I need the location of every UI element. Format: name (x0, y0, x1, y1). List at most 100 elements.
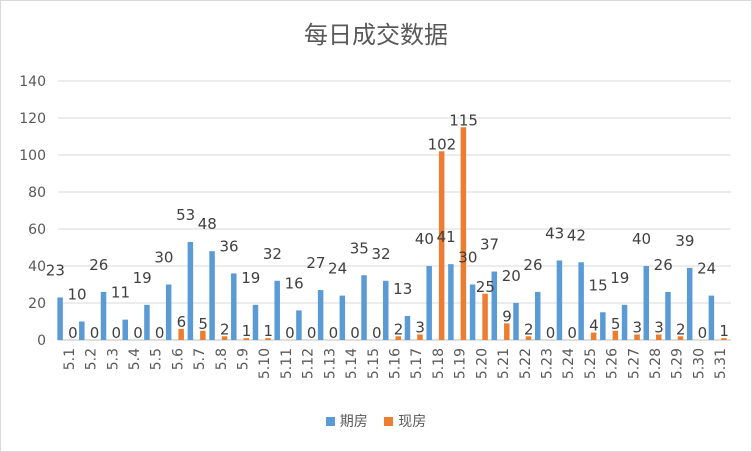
bar-series-1 (556, 260, 563, 340)
data-label: 40 (632, 230, 651, 248)
data-label: 19 (610, 269, 629, 287)
data-label: 0 (350, 324, 360, 342)
data-label: 23 (46, 261, 65, 279)
bar-series-1 (296, 310, 302, 340)
bar-series-2 (482, 293, 488, 340)
bar-series-1 (144, 304, 150, 340)
bar-series-1 (513, 303, 519, 340)
x-tick-label: 5.3 (105, 348, 121, 370)
data-label: 0 (698, 324, 708, 342)
data-label: 39 (675, 232, 694, 250)
x-tick-label: 5.30 (691, 348, 707, 379)
x-tick-label: 5.16 (388, 348, 404, 379)
bar-series-2 (221, 336, 228, 340)
x-tick-label: 5.26 (605, 348, 621, 379)
legend-label: 现房 (398, 414, 427, 430)
bar-series-1 (100, 291, 107, 340)
bar-series-2 (243, 338, 250, 340)
bar-series-1 (426, 266, 432, 340)
bar-series-1 (339, 295, 346, 340)
bar-series-1 (187, 241, 194, 340)
data-label: 41 (437, 228, 456, 246)
bar-series-2 (721, 338, 727, 340)
y-tick-label: 40 (28, 259, 46, 275)
bar-series-1 (686, 267, 693, 340)
bar-series-2 (656, 334, 662, 340)
bar-series-1 (383, 280, 389, 340)
data-label: 102 (428, 135, 457, 153)
legend-swatch (384, 416, 394, 426)
chart-title: 每日成交数据 (304, 21, 448, 49)
data-label: 6 (177, 313, 187, 331)
x-tick-label: 5.17 (409, 348, 425, 379)
data-label: 10 (68, 286, 87, 304)
data-label: 0 (112, 324, 122, 342)
bar-series-1 (79, 321, 85, 340)
bar-series-2 (178, 328, 184, 340)
data-labels: 2301002601101903065354823611913201602702… (46, 111, 729, 342)
data-label: 3 (654, 318, 664, 336)
data-label: 43 (545, 224, 564, 242)
data-label: 2 (394, 320, 404, 338)
y-tick-label: 60 (28, 222, 46, 238)
bar-series-1 (448, 264, 454, 340)
bar-series-1 (708, 295, 715, 340)
y-tick-label: 140 (19, 74, 46, 90)
data-label: 1 (719, 322, 729, 340)
data-label: 19 (241, 269, 260, 287)
y-tick-label: 120 (19, 111, 46, 127)
x-tick-label: 5.11 (279, 348, 295, 379)
data-label: 20 (502, 267, 521, 285)
bar-series-1 (317, 290, 324, 340)
data-label: 24 (697, 260, 716, 278)
x-tick-label: 5.20 (474, 348, 490, 379)
x-tick-label: 5.23 (539, 348, 555, 379)
data-label: 11 (111, 284, 130, 302)
data-label: 1 (242, 322, 252, 340)
bar-series-1 (361, 275, 367, 340)
x-tick-label: 5.19 (453, 348, 469, 379)
data-label: 0 (285, 324, 295, 342)
legend-item-series-1: 期房 (325, 411, 368, 431)
x-tick-label: 5.29 (670, 348, 686, 379)
data-label: 35 (350, 239, 369, 257)
bar-series-2 (504, 323, 510, 340)
x-tick-label: 5.27 (626, 348, 642, 379)
data-label: 4 (589, 317, 599, 335)
bar-series-1 (165, 284, 172, 340)
data-label: 3 (633, 318, 643, 336)
x-tick-label: 5.21 (496, 348, 512, 379)
bar-series-2 (395, 336, 401, 340)
bar-series-1 (274, 280, 280, 340)
bar-series-1 (643, 266, 650, 340)
data-label: 19 (133, 269, 152, 287)
data-label: 42 (567, 226, 586, 244)
data-label: 0 (329, 324, 339, 342)
legend-item-series-2: 现房 (384, 411, 426, 431)
legend: 期房 现房 (1, 411, 751, 431)
data-label: 5 (611, 315, 621, 333)
bar-series-1 (621, 304, 628, 340)
x-tick-label: 5.9 (236, 348, 252, 370)
data-label: 115 (449, 111, 478, 129)
x-tick-label: 5.15 (366, 348, 382, 379)
data-label: 0 (567, 324, 577, 342)
x-tick-label: 5.13 (322, 348, 338, 379)
data-label: 36 (219, 237, 238, 255)
data-label: 24 (328, 260, 347, 278)
x-tick-label: 5.10 (257, 348, 273, 379)
data-label: 0 (155, 324, 165, 342)
x-tick-label: 5.7 (192, 348, 208, 370)
data-label: 32 (263, 245, 282, 263)
data-label: 0 (372, 324, 382, 342)
data-label: 9 (502, 307, 512, 325)
data-label: 2 (524, 320, 534, 338)
y-tick-label: 100 (19, 148, 46, 164)
x-tick-label: 5.4 (127, 348, 143, 370)
data-label: 27 (306, 254, 325, 272)
data-label: 30 (154, 249, 173, 267)
bar-series-1 (578, 262, 584, 340)
data-label: 16 (285, 274, 304, 292)
gridlines (58, 80, 731, 341)
bar-series-1 (469, 284, 476, 340)
